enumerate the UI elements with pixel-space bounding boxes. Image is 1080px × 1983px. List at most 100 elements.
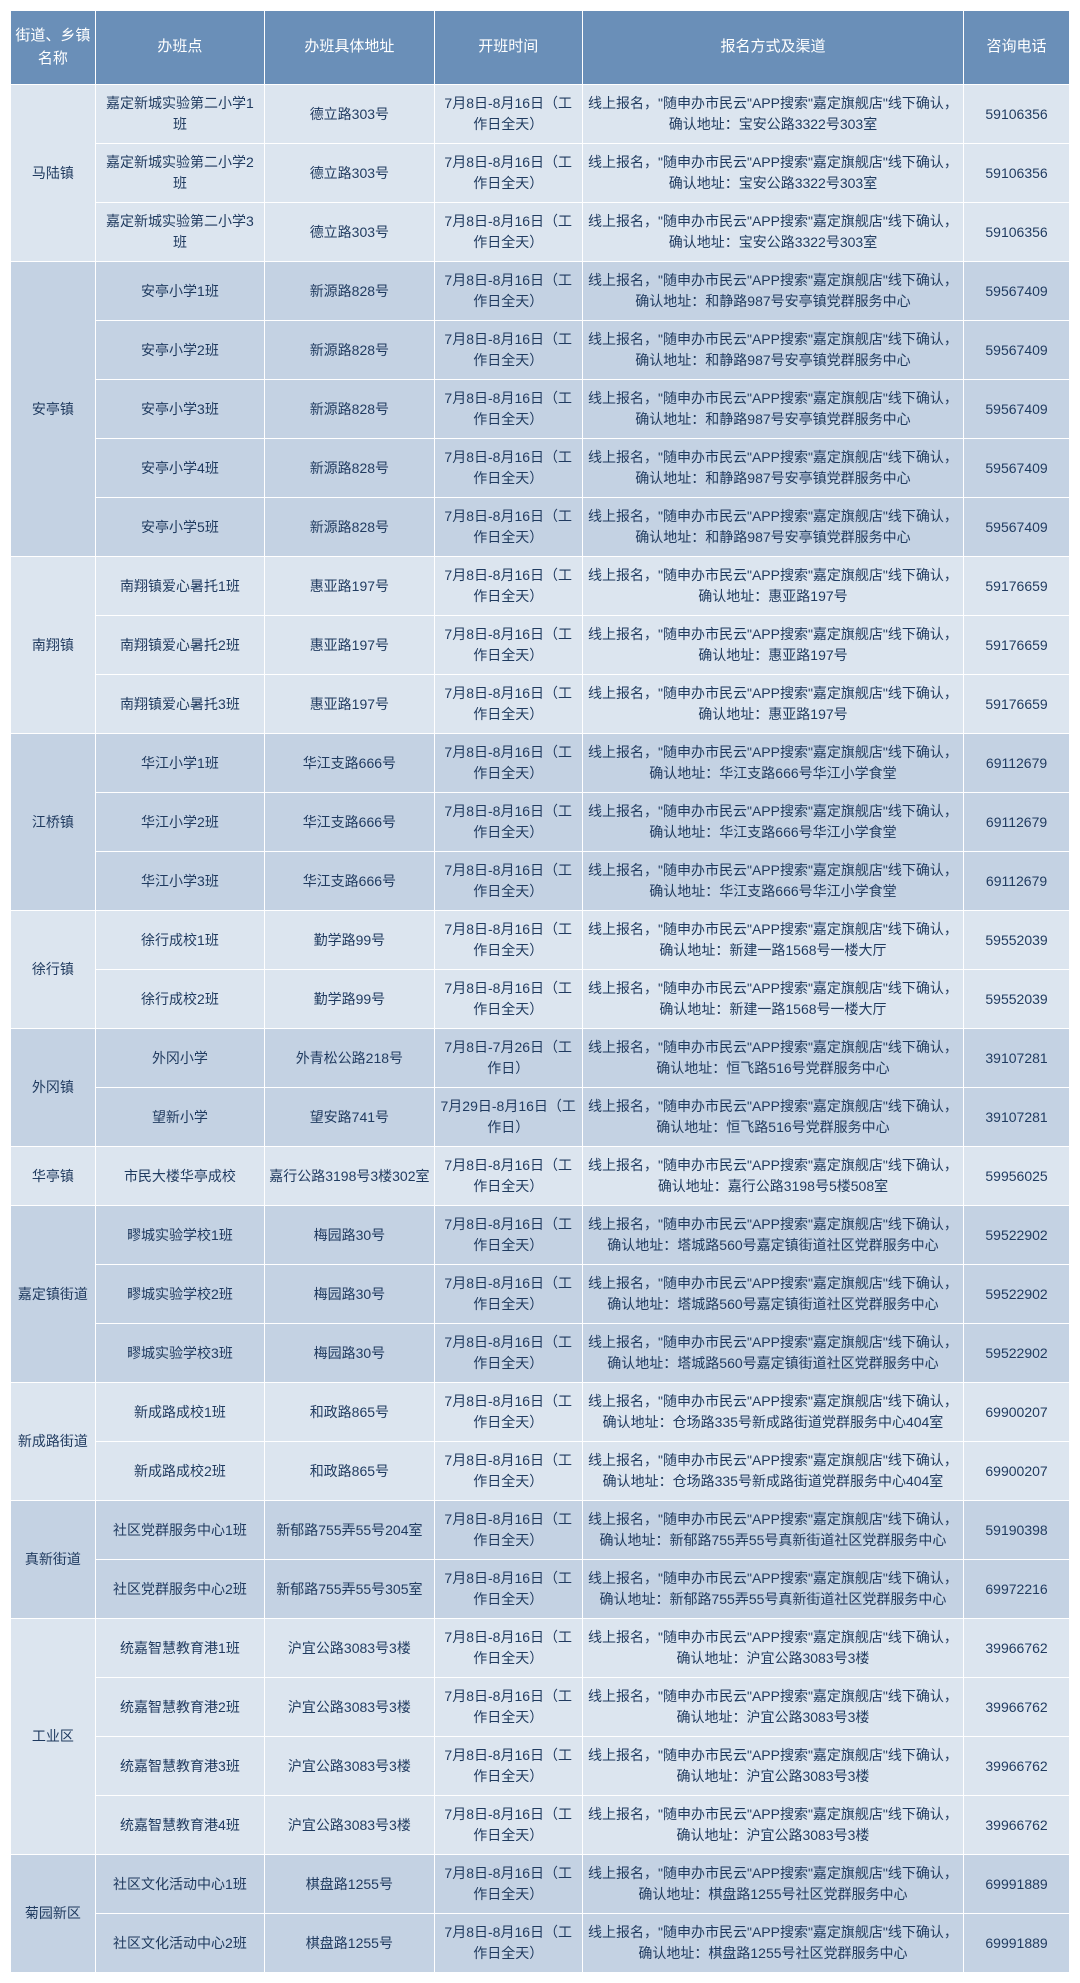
cell-addr: 外青松公路218号: [265, 1029, 434, 1088]
table-row: 南翔镇爱心暑托3班惠亚路197号7月8日-8月16日（工作日全天）线上报名，"随…: [11, 675, 1070, 734]
table-row: 徐行成校2班勤学路99号7月8日-8月16日（工作日全天）线上报名，"随申办市民…: [11, 970, 1070, 1029]
cell-time: 7月8日-7月26日（工作日）: [434, 1029, 582, 1088]
cell-site: 嘉定新城实验第二小学1班: [95, 85, 264, 144]
cell-town: 华亭镇: [11, 1147, 96, 1206]
cell-site: 南翔镇爱心暑托1班: [95, 557, 264, 616]
cell-addr: 沪宜公路3083号3楼: [265, 1619, 434, 1678]
cell-tel: 39966762: [964, 1678, 1070, 1737]
table-body: 马陆镇嘉定新城实验第二小学1班德立路303号7月8日-8月16日（工作日全天）线…: [11, 85, 1070, 1973]
cell-reg: 线上报名，"随申办市民云"APP搜索"嘉定旗舰店"线下确认，确认地址：和静路98…: [582, 380, 963, 439]
th-town: 街道、乡镇 名称: [11, 11, 96, 85]
table-row: 安亭小学2班新源路828号7月8日-8月16日（工作日全天）线上报名，"随申办市…: [11, 321, 1070, 380]
table-row: 望新小学望安路741号7月29日-8月16日（工作日）线上报名，"随申办市民云"…: [11, 1088, 1070, 1147]
cell-addr: 梅园路30号: [265, 1206, 434, 1265]
cell-tel: 59522902: [964, 1324, 1070, 1383]
cell-site: 疁城实验学校1班: [95, 1206, 264, 1265]
cell-tel: 59552039: [964, 970, 1070, 1029]
cell-town: 南翔镇: [11, 557, 96, 734]
cell-site: 统嘉智慧教育港2班: [95, 1678, 264, 1737]
cell-addr: 和政路865号: [265, 1442, 434, 1501]
cell-reg: 线上报名，"随申办市民云"APP搜索"嘉定旗舰店"线下确认，确认地址：塔城路56…: [582, 1206, 963, 1265]
cell-tel: 39107281: [964, 1029, 1070, 1088]
cell-time: 7月8日-8月16日（工作日全天）: [434, 734, 582, 793]
cell-time: 7月8日-8月16日（工作日全天）: [434, 1324, 582, 1383]
cell-time: 7月8日-8月16日（工作日全天）: [434, 262, 582, 321]
cell-tel: 39966762: [964, 1619, 1070, 1678]
table-row: 真新街道社区党群服务中心1班新郁路755弄55号204室7月8日-8月16日（工…: [11, 1501, 1070, 1560]
cell-time: 7月8日-8月16日（工作日全天）: [434, 675, 582, 734]
cell-reg: 线上报名，"随申办市民云"APP搜索"嘉定旗舰店"线下确认，确认地址：惠亚路19…: [582, 675, 963, 734]
cell-tel: 59176659: [964, 557, 1070, 616]
cell-reg: 线上报名，"随申办市民云"APP搜索"嘉定旗舰店"线下确认，确认地址：宝安公路3…: [582, 203, 963, 262]
cell-town: 安亭镇: [11, 262, 96, 557]
table-row: 徐行镇徐行成校1班勤学路99号7月8日-8月16日（工作日全天）线上报名，"随申…: [11, 911, 1070, 970]
cell-reg: 线上报名，"随申办市民云"APP搜索"嘉定旗舰店"线下确认，确认地址：仓场路33…: [582, 1442, 963, 1501]
cell-town: 江桥镇: [11, 734, 96, 911]
table-container: 街道、乡镇 名称 办班点 办班具体地址 开班时间 报名方式及渠道 咨询电话 马陆…: [0, 0, 1080, 1983]
table-row: 江桥镇华江小学1班华江支路666号7月8日-8月16日（工作日全天）线上报名，"…: [11, 734, 1070, 793]
cell-time: 7月8日-8月16日（工作日全天）: [434, 1206, 582, 1265]
cell-tel: 59522902: [964, 1206, 1070, 1265]
th-reg: 报名方式及渠道: [582, 11, 963, 85]
cell-reg: 线上报名，"随申办市民云"APP搜索"嘉定旗舰店"线下确认，确认地址：棋盘路12…: [582, 1855, 963, 1914]
table-row: 统嘉智慧教育港3班沪宜公路3083号3楼7月8日-8月16日（工作日全天）线上报…: [11, 1737, 1070, 1796]
table-row: 嘉定新城实验第二小学2班德立路303号7月8日-8月16日（工作日全天）线上报名…: [11, 144, 1070, 203]
cell-reg: 线上报名，"随申办市民云"APP搜索"嘉定旗舰店"线下确认，确认地址：恒飞路51…: [582, 1029, 963, 1088]
cell-reg: 线上报名，"随申办市民云"APP搜索"嘉定旗舰店"线下确认，确认地址：宝安公路3…: [582, 85, 963, 144]
cell-tel: 59567409: [964, 380, 1070, 439]
cell-time: 7月8日-8月16日（工作日全天）: [434, 1383, 582, 1442]
cell-tel: 69991889: [964, 1914, 1070, 1973]
cell-time: 7月8日-8月16日（工作日全天）: [434, 321, 582, 380]
table-row: 社区文化活动中心2班棋盘路1255号7月8日-8月16日（工作日全天）线上报名，…: [11, 1914, 1070, 1973]
cell-tel: 69900207: [964, 1442, 1070, 1501]
cell-site: 社区党群服务中心2班: [95, 1560, 264, 1619]
cell-site: 新成路成校2班: [95, 1442, 264, 1501]
cell-addr: 沪宜公路3083号3楼: [265, 1737, 434, 1796]
table-row: 华江小学3班华江支路666号7月8日-8月16日（工作日全天）线上报名，"随申办…: [11, 852, 1070, 911]
cell-site: 统嘉智慧教育港3班: [95, 1737, 264, 1796]
cell-addr: 新郁路755弄55号305室: [265, 1560, 434, 1619]
cell-time: 7月29日-8月16日（工作日）: [434, 1088, 582, 1147]
table-row: 安亭镇安亭小学1班新源路828号7月8日-8月16日（工作日全天）线上报名，"随…: [11, 262, 1070, 321]
cell-reg: 线上报名，"随申办市民云"APP搜索"嘉定旗舰店"线下确认，确认地址：华江支路6…: [582, 852, 963, 911]
cell-addr: 梅园路30号: [265, 1324, 434, 1383]
cell-tel: 59956025: [964, 1147, 1070, 1206]
cell-site: 徐行成校2班: [95, 970, 264, 1029]
table-row: 南翔镇南翔镇爱心暑托1班惠亚路197号7月8日-8月16日（工作日全天）线上报名…: [11, 557, 1070, 616]
table-row: 嘉定新城实验第二小学3班德立路303号7月8日-8月16日（工作日全天）线上报名…: [11, 203, 1070, 262]
cell-addr: 和政路865号: [265, 1383, 434, 1442]
cell-time: 7月8日-8月16日（工作日全天）: [434, 498, 582, 557]
cell-time: 7月8日-8月16日（工作日全天）: [434, 557, 582, 616]
cell-tel: 59567409: [964, 439, 1070, 498]
table-row: 新成路街道新成路成校1班和政路865号7月8日-8月16日（工作日全天）线上报名…: [11, 1383, 1070, 1442]
cell-time: 7月8日-8月16日（工作日全天）: [434, 203, 582, 262]
table-row: 外冈镇外冈小学外青松公路218号7月8日-7月26日（工作日）线上报名，"随申办…: [11, 1029, 1070, 1088]
cell-reg: 线上报名，"随申办市民云"APP搜索"嘉定旗舰店"线下确认，确认地址：沪宜公路3…: [582, 1796, 963, 1855]
cell-time: 7月8日-8月16日（工作日全天）: [434, 144, 582, 203]
cell-tel: 69991889: [964, 1855, 1070, 1914]
cell-addr: 新源路828号: [265, 439, 434, 498]
cell-tel: 39107281: [964, 1088, 1070, 1147]
cell-reg: 线上报名，"随申办市民云"APP搜索"嘉定旗舰店"线下确认，确认地址：沪宜公路3…: [582, 1678, 963, 1737]
cell-addr: 嘉行公路3198号3楼302室: [265, 1147, 434, 1206]
cell-site: 华江小学3班: [95, 852, 264, 911]
table-row: 新成路成校2班和政路865号7月8日-8月16日（工作日全天）线上报名，"随申办…: [11, 1442, 1070, 1501]
cell-reg: 线上报名，"随申办市民云"APP搜索"嘉定旗舰店"线下确认，确认地址：新郁路75…: [582, 1560, 963, 1619]
cell-addr: 棋盘路1255号: [265, 1914, 434, 1973]
cell-town: 马陆镇: [11, 85, 96, 262]
cell-addr: 棋盘路1255号: [265, 1855, 434, 1914]
cell-addr: 勤学路99号: [265, 911, 434, 970]
cell-tel: 59567409: [964, 498, 1070, 557]
cell-tel: 59522902: [964, 1265, 1070, 1324]
table-row: 统嘉智慧教育港4班沪宜公路3083号3楼7月8日-8月16日（工作日全天）线上报…: [11, 1796, 1070, 1855]
cell-tel: 59567409: [964, 321, 1070, 380]
cell-addr: 德立路303号: [265, 144, 434, 203]
cell-addr: 新源路828号: [265, 498, 434, 557]
cell-tel: 69112679: [964, 793, 1070, 852]
table-row: 安亭小学5班新源路828号7月8日-8月16日（工作日全天）线上报名，"随申办市…: [11, 498, 1070, 557]
cell-time: 7月8日-8月16日（工作日全天）: [434, 793, 582, 852]
cell-addr: 新源路828号: [265, 321, 434, 380]
cell-time: 7月8日-8月16日（工作日全天）: [434, 439, 582, 498]
schedule-table: 街道、乡镇 名称 办班点 办班具体地址 开班时间 报名方式及渠道 咨询电话 马陆…: [10, 10, 1070, 1973]
cell-time: 7月8日-8月16日（工作日全天）: [434, 1501, 582, 1560]
